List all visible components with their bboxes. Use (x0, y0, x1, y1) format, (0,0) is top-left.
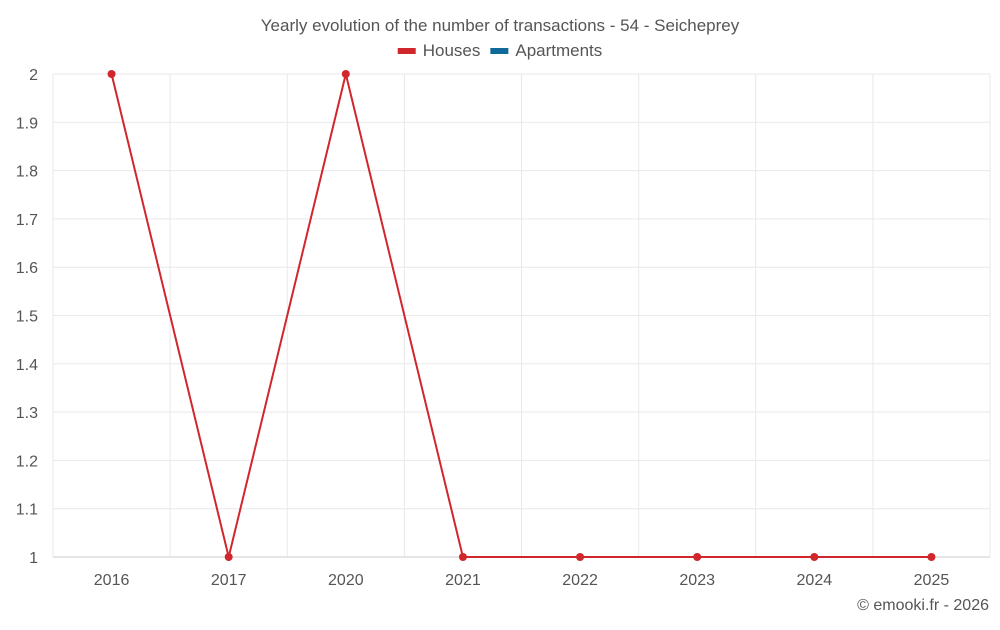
series-layer (107, 70, 936, 561)
chart-title: Yearly evolution of the number of transa… (261, 16, 740, 35)
y-tick-label: 1.5 (16, 309, 38, 326)
legend-item-apartments: Apartments (490, 41, 602, 60)
x-tick-label: 2021 (445, 572, 481, 589)
y-tick-label: 1.8 (16, 164, 38, 181)
x-tick-label: 2024 (797, 572, 833, 589)
data-point-houses (927, 553, 936, 561)
y-tick-label: 1.7 (16, 212, 38, 229)
axes: 1 1.1 1.2 1.3 1.4 1.5 1.6 1.7 1.8 1.9 2 2016 2017 202… (16, 67, 990, 589)
series-line-houses (110, 73, 932, 558)
chart-legend: Houses Apartments (397, 41, 602, 60)
y-tick-label: 1.2 (16, 453, 38, 470)
data-point-houses (107, 70, 116, 78)
y-tick-label: 1 (29, 550, 38, 567)
footer-credit: © emooki.fr - 2026 (857, 597, 989, 614)
data-point-houses (810, 553, 819, 561)
legend-label: Apartments (515, 41, 602, 60)
y-tick-label: 1.1 (16, 502, 38, 519)
legend-swatch (490, 48, 509, 54)
data-point-houses (341, 70, 350, 78)
grid-lines (52, 73, 991, 557)
legend-label: Houses (423, 41, 481, 60)
x-tick-label: 2017 (211, 572, 247, 589)
data-point-houses (576, 553, 585, 561)
x-tick-label: 2020 (328, 572, 364, 589)
x-tick-label: 2022 (562, 572, 598, 589)
y-tick-label: 1.4 (16, 357, 38, 374)
x-tick-label: 2023 (679, 572, 715, 589)
y-tick-label: 1.3 (16, 405, 38, 422)
legend-swatch (397, 48, 416, 54)
y-tick-label: 1.9 (16, 115, 38, 132)
y-tick-label: 2 (29, 67, 38, 84)
data-point-houses (224, 553, 233, 561)
legend-item-houses: Houses (397, 41, 481, 60)
x-tick-label: 2016 (94, 572, 130, 589)
data-point-houses (458, 553, 467, 561)
data-point-houses (693, 553, 702, 561)
y-tick-label: 1.6 (16, 260, 38, 277)
x-tick-label: 2025 (914, 572, 950, 589)
